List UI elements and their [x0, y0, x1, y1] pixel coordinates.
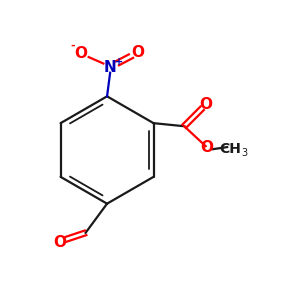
- Text: O: O: [54, 235, 67, 250]
- Text: 3: 3: [241, 148, 247, 158]
- Text: CH: CH: [219, 142, 241, 156]
- Text: -: -: [70, 41, 75, 51]
- Text: O: O: [74, 46, 88, 61]
- Text: O: O: [199, 97, 212, 112]
- Text: N: N: [104, 60, 116, 75]
- Text: +: +: [115, 57, 123, 67]
- Text: O: O: [201, 140, 214, 155]
- Text: O: O: [131, 45, 144, 60]
